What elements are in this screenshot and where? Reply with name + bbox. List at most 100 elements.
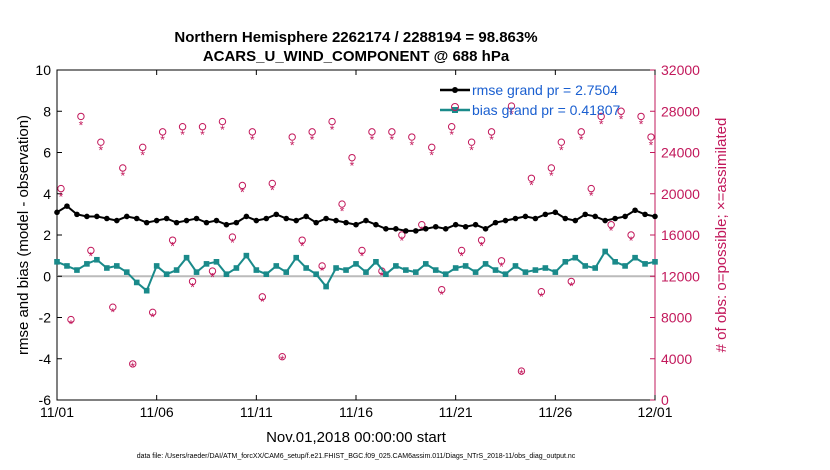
rmse-point (413, 228, 419, 234)
obs-assimilated-point: * (320, 264, 325, 278)
obs-assimilated-point: * (180, 128, 185, 142)
rmse-point (303, 213, 309, 220)
rmse-point (552, 209, 559, 216)
obs-possible-point (258, 293, 267, 301)
obs-possible-point (228, 233, 237, 241)
obs-possible-point (268, 179, 276, 188)
y-left-tick-label: 2 (43, 227, 51, 243)
obs-possible-point (148, 308, 157, 317)
obs-assimilated-point: * (489, 133, 494, 147)
bias-point (64, 263, 70, 269)
obs-possible-point (278, 352, 286, 361)
rmse-point (363, 217, 369, 224)
bias-point (512, 263, 519, 269)
obs-possible-point (288, 133, 296, 141)
bias-point (293, 254, 299, 261)
bias-point (542, 265, 549, 271)
y-right-tick-label: 4000 (661, 351, 692, 367)
rmse-point (183, 217, 190, 224)
bias-point (303, 265, 309, 271)
bias-point (94, 256, 100, 263)
y-left-label: rmse and bias (model - observation) (15, 115, 32, 355)
obs-possible-point (497, 257, 506, 265)
rmse-point (353, 221, 359, 228)
obs-possible-point (178, 123, 187, 131)
rmse-point (542, 211, 549, 218)
obs-assimilated-point: * (110, 305, 115, 319)
rmse-point (293, 217, 300, 224)
rmse-point (642, 211, 648, 218)
obs-assimilated-point: * (300, 239, 305, 253)
obs-assimilated-point: * (310, 133, 315, 147)
obs-possible-point (308, 128, 316, 136)
bias-point (582, 263, 589, 269)
obs-possible-point (198, 123, 207, 131)
obs-assimilated-point: * (230, 236, 235, 250)
obs-possible-point (428, 143, 436, 152)
rmse-point (602, 217, 608, 224)
legend-rmse-marker (452, 87, 458, 93)
bias-point (203, 261, 210, 267)
y-left-tick-label: 0 (43, 268, 51, 284)
obs-assimilated-point: * (220, 123, 225, 137)
bias-point (353, 261, 359, 267)
rmse-point (532, 215, 539, 222)
rmse-point (422, 226, 429, 232)
bias-point (133, 279, 140, 286)
obs-assimilated-point: * (479, 239, 484, 253)
bias-point (562, 259, 569, 265)
obs-possible-point (119, 164, 127, 172)
obs-assimilated-point: * (200, 128, 205, 142)
bias-point (622, 263, 628, 269)
obs-possible-point (109, 303, 117, 311)
obs-possible-point (507, 102, 516, 110)
rmse-point (313, 219, 319, 226)
rmse-point (592, 213, 598, 220)
y-left-tick-label: -6 (39, 392, 52, 408)
bias-point (482, 261, 489, 267)
chart-title-line2: ACARS_U_WIND_COMPONENT @ 688 hPa (203, 48, 510, 65)
obs-possible-point (208, 267, 217, 275)
rmse-point (233, 219, 240, 226)
obs-possible-point (537, 288, 546, 296)
bias-point (602, 248, 608, 255)
bias-point (422, 261, 429, 267)
obs-assimilated-point: * (579, 133, 584, 147)
obs-assimilated-point: * (99, 143, 104, 157)
rmse-point (173, 219, 180, 226)
obs-possible-point (168, 236, 177, 244)
obs-assimilated-point: * (409, 138, 414, 152)
obs-assimilated-point: * (429, 149, 434, 163)
bias-point (233, 265, 240, 271)
bias-point (393, 263, 399, 269)
obs-possible-point (408, 133, 416, 141)
bias-point (213, 259, 220, 265)
obs-possible-point (238, 181, 247, 190)
obs-possible-point (477, 236, 486, 244)
rmse-point (263, 215, 270, 222)
x-tick-label: 12/01 (637, 404, 672, 420)
bias-point (462, 263, 469, 269)
x-tick-label: 11/01 (40, 404, 74, 420)
y-left-tick-label: 6 (43, 145, 51, 161)
bias-point (333, 265, 339, 271)
rmse-point (432, 223, 439, 230)
obs-assimilated-point: * (469, 143, 474, 157)
y-left-tick-label: -4 (39, 351, 52, 367)
bias-point (343, 267, 349, 273)
x-tick-label: 11/06 (140, 404, 174, 420)
obs-possible-point (398, 231, 406, 239)
obs-assimilated-point: * (619, 112, 624, 126)
obs-possible-point (557, 138, 566, 146)
obs-possible-point (87, 246, 95, 255)
obs-assimilated-point: * (340, 204, 345, 218)
rmse-point (153, 217, 160, 224)
obs-assimilated-point: * (240, 186, 245, 200)
rmse-point (273, 211, 280, 218)
rmse-point (94, 213, 100, 220)
bias-point (243, 252, 250, 259)
obs-possible-point (67, 315, 75, 324)
obs-assimilated-point: * (270, 184, 275, 198)
rmse-point (114, 217, 120, 224)
